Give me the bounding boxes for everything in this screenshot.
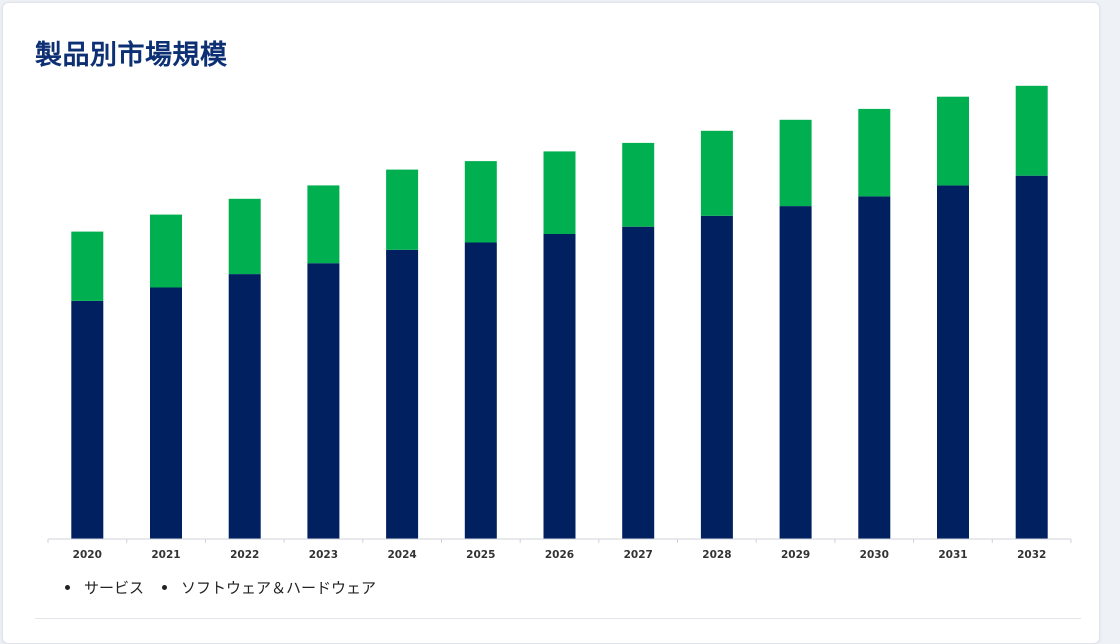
bar-services-2027[interactable] (622, 226, 655, 539)
bar-software-hardware-2020[interactable] (71, 231, 104, 301)
legend-label: ソフトウェア＆ハードウェア (181, 579, 377, 597)
x-tick-label-2029: 2029 (781, 549, 810, 561)
bar-services-2032[interactable] (1015, 175, 1048, 539)
x-tick-label-2031: 2031 (938, 549, 967, 561)
bar-services-2031[interactable] (937, 185, 969, 539)
x-tick-label-2023: 2023 (309, 549, 338, 561)
bar-software-hardware-2026[interactable] (543, 151, 576, 234)
x-tick-label-2024: 2024 (387, 549, 416, 561)
bar-software-hardware-2030[interactable] (858, 108, 891, 197)
bar-software-hardware-2032[interactable] (1015, 85, 1048, 176)
bullet-icon (162, 585, 168, 590)
bar-software-hardware-2025[interactable] (464, 161, 497, 243)
x-tick-label-2020: 2020 (73, 549, 102, 561)
footer-divider (35, 618, 1081, 619)
legend: サービス ソフトウェア＆ハードウェア (65, 577, 394, 598)
x-tick-label-2021: 2021 (151, 549, 180, 561)
bar-software-hardware-2021[interactable] (150, 214, 182, 288)
bar-software-hardware-2022[interactable] (228, 198, 261, 275)
bar-services-2026[interactable] (543, 234, 576, 539)
bar-services-2028[interactable] (700, 215, 733, 540)
x-tick-label-2027: 2027 (624, 549, 653, 561)
bar-software-hardware-2028[interactable] (700, 130, 733, 216)
x-tick-label-2030: 2030 (860, 549, 889, 561)
x-tick-label-2026: 2026 (545, 549, 574, 561)
bar-software-hardware-2023[interactable] (307, 185, 340, 264)
x-axis-tick-labels: 2020 2021 2022 2023 2024 2025 2026 2027 2028 2029… (73, 549, 1047, 561)
legend-item-software-hardware[interactable]: ソフトウェア＆ハードウェア (162, 577, 376, 598)
bar-software-hardware-2031[interactable] (937, 96, 969, 186)
legend-label: サービス (84, 579, 145, 597)
bar-services-2023[interactable] (307, 263, 340, 539)
bar-services-2029[interactable] (779, 206, 812, 539)
bar-services-2021[interactable] (150, 287, 182, 540)
bar-software-hardware-2029[interactable] (779, 119, 812, 207)
x-tick-label-2032: 2032 (1017, 549, 1046, 561)
chart-card: 製品別市場規模 2020 2021 2022 2023 2024 2025 2026 2027… (2, 2, 1100, 644)
bar-services-2025[interactable] (464, 242, 497, 540)
x-axis-ticks (47, 539, 1072, 543)
bar-software-hardware-2024[interactable] (386, 169, 419, 250)
x-tick-label-2022: 2022 (230, 549, 259, 561)
bars-group (71, 85, 1048, 540)
bar-services-2020[interactable] (71, 300, 104, 539)
legend-item-services[interactable]: サービス (65, 577, 144, 598)
bar-services-2022[interactable] (228, 274, 261, 539)
x-tick-label-2025: 2025 (466, 549, 495, 561)
bar-services-2030[interactable] (858, 196, 891, 539)
chart-title: 製品別市場規模 (35, 40, 228, 71)
x-tick-label-2028: 2028 (702, 549, 731, 561)
bar-software-hardware-2027[interactable] (622, 142, 655, 227)
stacked-bar-chart: 2020 2021 2022 2023 2024 2025 2026 2027 2028 2029… (47, 85, 1072, 561)
bullet-icon (65, 585, 70, 590)
bar-services-2024[interactable] (386, 249, 419, 540)
